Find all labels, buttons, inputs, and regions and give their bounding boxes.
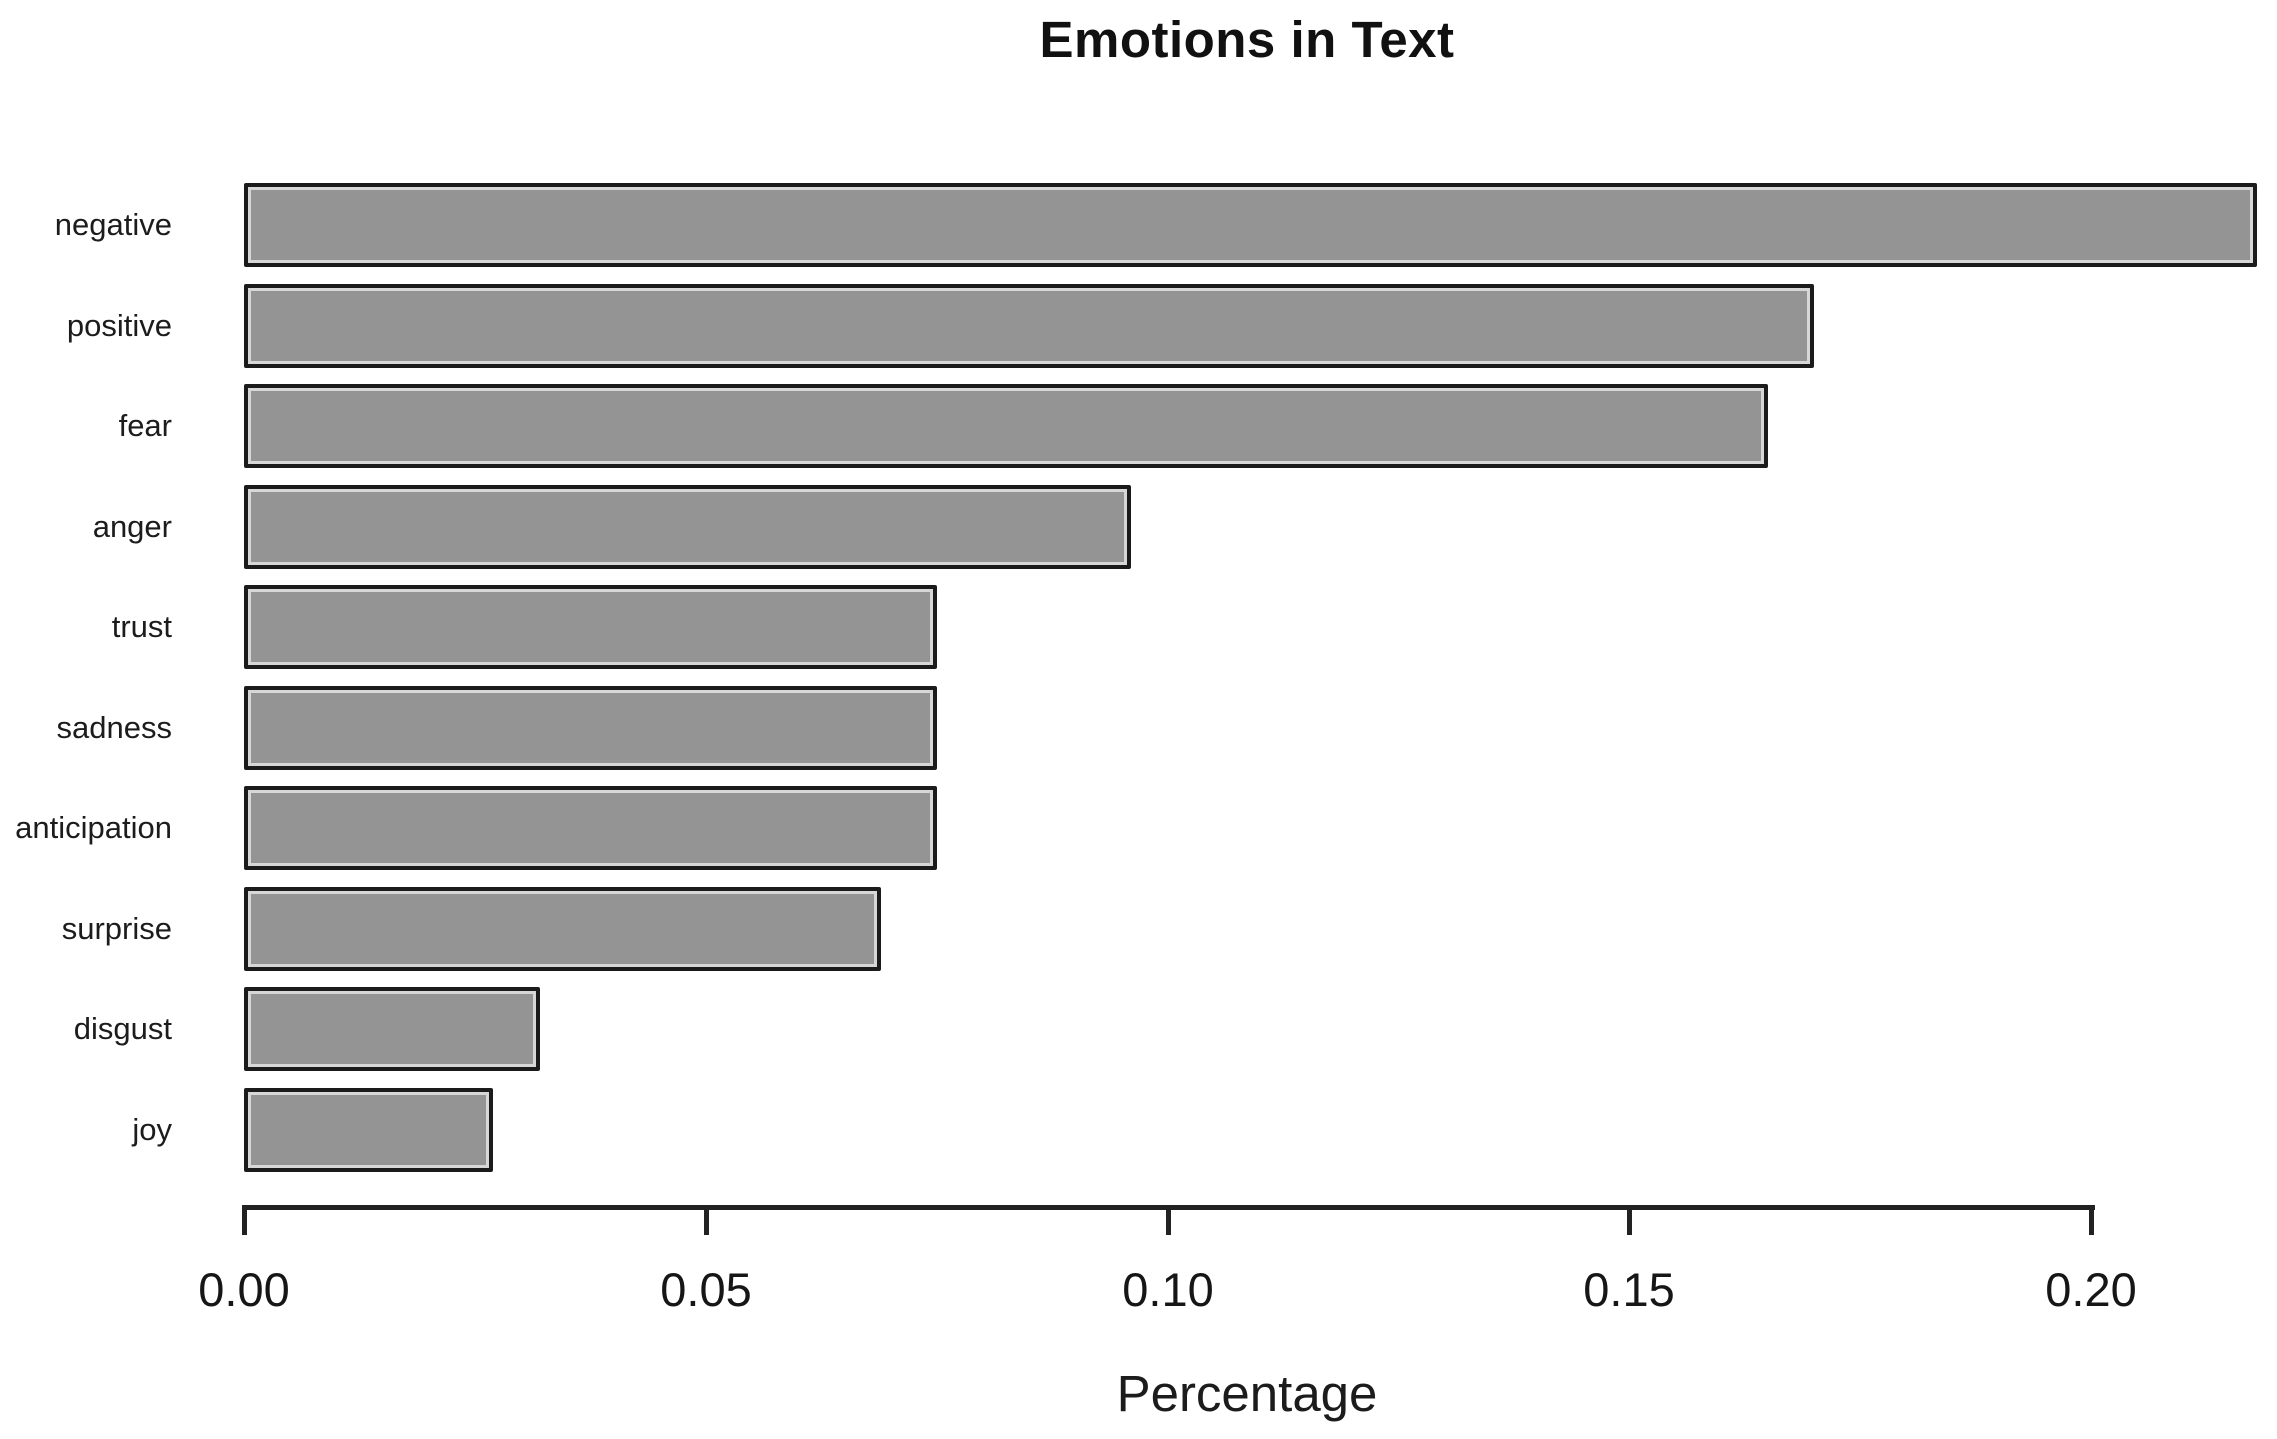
- x-axis-tick: [2089, 1208, 2094, 1235]
- x-axis-tick-label: 0.10: [1122, 1263, 1214, 1316]
- y-axis-label-anger: anger: [92, 509, 172, 544]
- bar-disgust: [244, 987, 540, 1071]
- bar-sadness: [244, 686, 937, 770]
- y-axis-label-anticipation: anticipation: [15, 810, 172, 845]
- x-axis-tick: [242, 1208, 247, 1235]
- x-axis-tick: [1627, 1208, 1632, 1235]
- x-axis-title: Percentage: [1116, 1365, 1378, 1422]
- x-axis-tick: [704, 1208, 709, 1235]
- x-axis-tick-label: 0.05: [660, 1263, 752, 1316]
- bar-anger: [244, 485, 1131, 569]
- bar-joy: [244, 1088, 493, 1172]
- bar-negative: [244, 183, 2257, 267]
- y-axis-label-negative: negative: [54, 207, 172, 242]
- x-axis-line: [242, 1205, 2095, 1210]
- x-axis-tick-label: 0.00: [198, 1263, 290, 1316]
- bar-positive: [244, 284, 1814, 368]
- x-axis-tick-label: 0.20: [2045, 1263, 2137, 1316]
- y-axis-label-positive: positive: [66, 308, 172, 343]
- y-axis-label-joy: joy: [132, 1112, 172, 1147]
- y-axis-label-trust: trust: [111, 609, 172, 644]
- bar-fear: [244, 384, 1768, 468]
- x-axis-tick-label: 0.15: [1583, 1263, 1675, 1316]
- y-axis-label-surprise: surprise: [61, 911, 172, 946]
- x-axis-tick: [1166, 1208, 1171, 1235]
- y-axis-label-sadness: sadness: [56, 710, 172, 745]
- y-axis-label-disgust: disgust: [73, 1011, 172, 1046]
- bar-anticipation: [244, 786, 937, 870]
- chart-title: Emotions in Text: [1039, 11, 1455, 68]
- bar-trust: [244, 585, 937, 669]
- bar-surprise: [244, 887, 881, 971]
- y-axis-label-fear: fear: [118, 408, 172, 443]
